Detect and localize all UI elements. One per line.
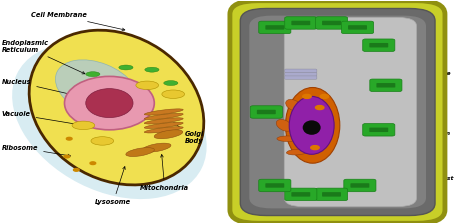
FancyBboxPatch shape [370, 79, 402, 92]
Ellipse shape [144, 122, 183, 129]
FancyBboxPatch shape [350, 183, 369, 188]
Ellipse shape [285, 88, 340, 163]
Ellipse shape [289, 96, 334, 154]
Circle shape [66, 137, 72, 140]
Ellipse shape [303, 120, 320, 135]
Text: Endoplasmic
Reticulum: Endoplasmic Reticulum [1, 40, 85, 74]
Ellipse shape [64, 76, 155, 130]
FancyBboxPatch shape [285, 72, 317, 76]
FancyBboxPatch shape [230, 1, 445, 223]
FancyBboxPatch shape [341, 21, 374, 34]
Ellipse shape [144, 118, 183, 124]
Ellipse shape [164, 81, 178, 86]
Text: Mitochondria: Mitochondria [232, 112, 281, 121]
FancyBboxPatch shape [369, 128, 388, 132]
FancyBboxPatch shape [285, 69, 317, 73]
Text: Cell
Wall: Cell Wall [364, 9, 429, 26]
FancyBboxPatch shape [376, 83, 395, 88]
Ellipse shape [286, 149, 308, 155]
FancyBboxPatch shape [259, 21, 291, 34]
Ellipse shape [86, 72, 100, 77]
Circle shape [64, 155, 70, 158]
Ellipse shape [162, 90, 184, 98]
FancyBboxPatch shape [259, 179, 291, 192]
Text: Chloroplast: Chloroplast [383, 176, 455, 181]
FancyBboxPatch shape [363, 39, 395, 52]
FancyBboxPatch shape [348, 25, 367, 30]
Ellipse shape [12, 43, 207, 199]
Text: Nucleolus: Nucleolus [232, 136, 302, 169]
FancyBboxPatch shape [285, 188, 317, 201]
Text: Vacuole: Vacuole [378, 42, 442, 52]
FancyBboxPatch shape [316, 17, 347, 29]
Circle shape [303, 94, 311, 98]
FancyBboxPatch shape [322, 192, 341, 197]
FancyBboxPatch shape [363, 124, 395, 136]
Ellipse shape [126, 148, 155, 157]
FancyBboxPatch shape [265, 25, 284, 30]
Text: Lysosome: Lysosome [394, 101, 448, 109]
Ellipse shape [119, 65, 133, 70]
Ellipse shape [154, 130, 183, 139]
Ellipse shape [142, 143, 171, 152]
FancyBboxPatch shape [285, 17, 317, 29]
Ellipse shape [286, 99, 302, 111]
Ellipse shape [144, 113, 183, 120]
Circle shape [316, 106, 324, 110]
FancyBboxPatch shape [322, 21, 341, 25]
FancyBboxPatch shape [292, 21, 310, 25]
Text: Endoplasmic
Reticulum: Endoplasmic Reticulum [235, 84, 288, 95]
FancyBboxPatch shape [249, 16, 426, 208]
Ellipse shape [136, 81, 158, 90]
Text: Cell Membrane: Cell Membrane [31, 12, 125, 31]
Ellipse shape [277, 136, 298, 142]
Text: Membrane: Membrane [397, 71, 452, 81]
FancyBboxPatch shape [369, 43, 388, 47]
Ellipse shape [29, 30, 204, 185]
Text: Cytoplasm: Cytoplasm [397, 131, 451, 137]
FancyBboxPatch shape [285, 76, 317, 79]
Text: Mitochondria: Mitochondria [140, 155, 189, 191]
FancyBboxPatch shape [292, 192, 310, 197]
Text: Vacuole: Vacuole [1, 111, 80, 126]
FancyBboxPatch shape [284, 17, 417, 207]
Ellipse shape [276, 119, 292, 131]
Text: Lysosome: Lysosome [95, 167, 131, 205]
Text: Nucleus: Nucleus [1, 79, 82, 97]
Ellipse shape [86, 89, 133, 118]
Ellipse shape [145, 67, 159, 72]
Ellipse shape [144, 127, 183, 133]
Text: Golgi
Body: Golgi Body [174, 123, 204, 144]
FancyBboxPatch shape [240, 9, 435, 215]
Circle shape [90, 162, 96, 165]
Ellipse shape [91, 137, 114, 145]
Text: Golgi
Complex: Golgi Complex [237, 31, 289, 69]
FancyBboxPatch shape [250, 106, 283, 118]
FancyBboxPatch shape [257, 110, 276, 114]
Ellipse shape [72, 121, 95, 130]
Ellipse shape [55, 60, 140, 120]
Circle shape [311, 146, 319, 150]
FancyBboxPatch shape [265, 183, 284, 188]
Circle shape [320, 94, 328, 98]
Text: Ribosome: Ribosome [1, 145, 71, 157]
Ellipse shape [144, 109, 183, 115]
FancyBboxPatch shape [316, 188, 347, 201]
FancyBboxPatch shape [344, 179, 376, 192]
Text: Nucleus: Nucleus [232, 126, 293, 146]
Circle shape [73, 168, 79, 171]
